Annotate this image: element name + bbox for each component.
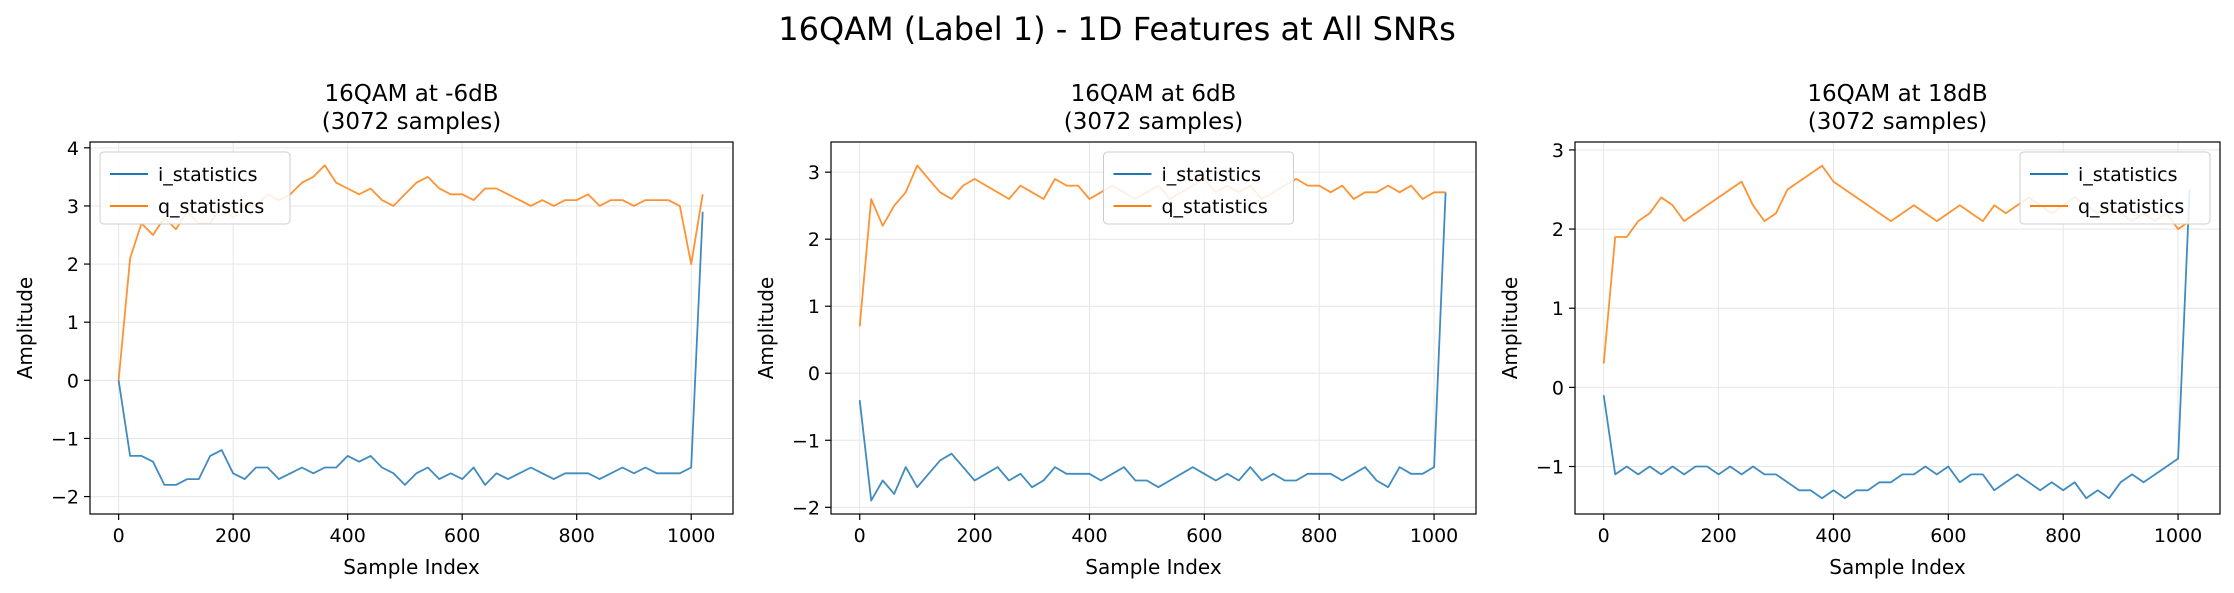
x-tick-label: 600: [444, 525, 480, 547]
figure-title: 16QAM (Label 1) - 1D Features at All SNR…: [778, 10, 1456, 48]
series-line-i_statistics: [858, 192, 1447, 502]
x-tick-label: 1000: [2154, 525, 2202, 547]
subplot-3: 0 200 400 600 800 1000 −1 0 1 2 3 16QAM at 18dB(307…: [1498, 81, 2221, 579]
subplot-subtitle: (3072 samples): [1808, 109, 1987, 135]
y-tick-label: −2: [792, 497, 820, 519]
y-tick-label: 0: [67, 370, 79, 392]
x-tick-label: 800: [559, 525, 595, 547]
legend-label: q_statistics: [158, 196, 264, 218]
axes-frame: [89, 141, 734, 515]
legend: i_statistics q_statistics: [1103, 151, 1294, 225]
y-axis-label: Amplitude: [754, 277, 778, 380]
x-tick-label: 600: [1186, 525, 1222, 547]
x-tick-label: 200: [215, 525, 251, 547]
y-tick-label: 3: [67, 196, 79, 218]
y-tick-label: 2: [808, 229, 820, 251]
x-tick-label: 400: [330, 525, 366, 547]
x-tick-label: 800: [1301, 525, 1337, 547]
y-tick-label: 2: [67, 254, 79, 276]
axes-frame: [830, 141, 1477, 515]
x-tick-label: 1000: [1410, 525, 1458, 547]
y-tick-label: −2: [51, 487, 79, 509]
subplot-title: 16QAM at -6dB: [325, 81, 499, 107]
y-tick-label: 3: [808, 162, 820, 184]
y-tick-label: −1: [792, 430, 820, 452]
axes-frame: [1574, 141, 2221, 515]
series-line-i_statistics: [1602, 189, 2191, 500]
y-tick-label: 0: [1552, 377, 1564, 399]
y-tick-label: 1: [1552, 298, 1564, 320]
legend-label: i_statistics: [158, 164, 257, 186]
y-axis-label: Amplitude: [13, 277, 37, 380]
y-tick-label: −1: [51, 428, 79, 450]
x-axis-label: Sample Index: [1829, 555, 1966, 579]
x-tick-label: 0: [1598, 525, 1610, 547]
series-line-i_statistics: [117, 211, 704, 486]
subplot-title: 16QAM at 6dB: [1071, 81, 1237, 107]
y-tick-label: 1: [808, 296, 820, 318]
x-tick-label: 400: [1071, 525, 1107, 547]
x-tick-label: 200: [1700, 525, 1736, 547]
subplot-subtitle: (3072 samples): [1064, 109, 1243, 135]
x-tick-label: 0: [113, 525, 125, 547]
legend: i_statistics q_statistics: [99, 151, 291, 225]
y-tick-label: −1: [1536, 457, 1564, 479]
x-tick-label: 600: [1930, 525, 1966, 547]
y-tick-label: 1: [67, 312, 79, 334]
legend-label: i_statistics: [2078, 164, 2177, 186]
legend-label: q_statistics: [1162, 196, 1268, 218]
subplot-subtitle: (3072 samples): [322, 109, 501, 135]
x-tick-label: 0: [854, 525, 866, 547]
x-tick-label: 1000: [667, 525, 715, 547]
legend-label: q_statistics: [2078, 196, 2184, 218]
legend: i_statistics q_statistics: [2019, 151, 2211, 225]
y-tick-label: 3: [1552, 140, 1564, 162]
subplot-2: 0 200 400 600 800 1000 −2 −1 0 1 2 3 16QAM at 6dB(30…: [754, 81, 1477, 579]
x-tick-label: 200: [956, 525, 992, 547]
legend-label: i_statistics: [1162, 164, 1261, 186]
x-tick-label: 800: [2045, 525, 2081, 547]
y-tick-label: 4: [67, 138, 79, 160]
y-tick-label: 2: [1552, 219, 1564, 241]
subplot-1: 0 200 400 600 800 1000 −2 −1 0 1 2 3 4 16QAM at -6dB(…: [13, 81, 734, 579]
x-tick-label: 400: [1815, 525, 1851, 547]
x-axis-label: Sample Index: [1085, 555, 1222, 579]
y-tick-label: 0: [808, 363, 820, 385]
subplot-title: 16QAM at 18dB: [1807, 81, 1987, 107]
x-axis-label: Sample Index: [343, 555, 480, 579]
y-axis-label: Amplitude: [1498, 277, 1522, 380]
